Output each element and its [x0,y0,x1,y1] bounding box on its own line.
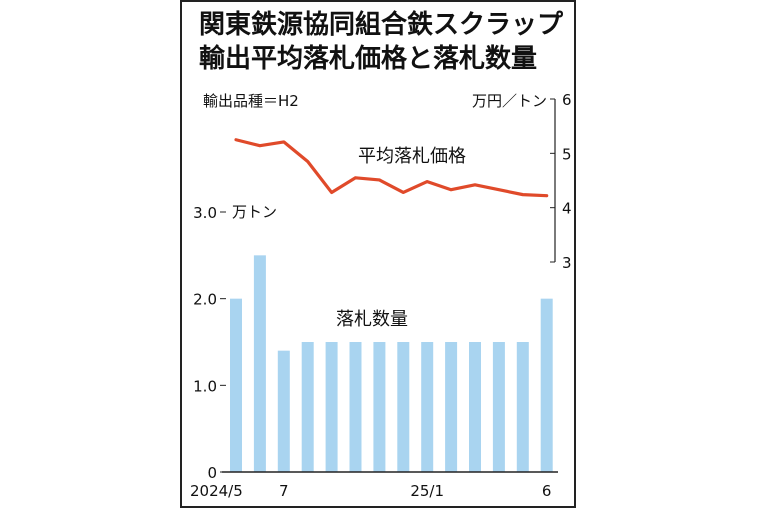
axes [220,98,558,473]
bar-2025/5 [516,342,529,472]
line-series-price [234,138,549,198]
right-tick-label-5: 5 [562,145,572,163]
line-series-label: 平均落札価格 [358,146,466,167]
right-tick-label-4: 4 [562,200,572,218]
bar-2024/11 [373,342,386,472]
bar-2024/8 [301,342,314,472]
x-tick-label-13: 6 [542,482,552,500]
left-tick-label-2.0: 2.0 [193,291,217,309]
bar-2024/12 [397,342,410,472]
bar-2025/6 [540,298,553,472]
bar-series-quantity [230,255,553,472]
bar-2025/2 [445,342,458,472]
bar-2024/7 [277,350,290,472]
left-tick-label-1.0: 1.0 [193,377,217,395]
bar-series-label: 落札数量 [336,309,408,330]
x-tick-label-2: 7 [279,482,289,500]
bar-2024/5 [230,298,242,472]
x-tick-label-8: 25/1 [410,482,444,500]
bar-2024/9 [325,342,338,472]
bar-unit-label: 万トン [232,203,277,221]
chart-title: 関東鉄源協同組合鉄スクラップ 輸出平均落札価格と落札数量 [199,8,579,76]
bar-2025/4 [492,342,505,472]
title-line-2: 輸出平均落札価格と落札数量 [199,44,538,74]
grade-label: 輸出品種＝H2 [203,92,299,110]
x-tick-label-0: 2024/5 [190,482,243,500]
price-line [234,138,549,198]
bar-2024/6 [253,255,266,472]
price-unit-label: 万円／トン [472,92,547,110]
bar-2024/10 [349,342,362,472]
title-line-1: 関東鉄源協同組合鉄スクラップ [199,10,564,40]
left-tick-label-3.0: 3.0 [193,204,217,222]
bar-2025/1 [421,342,434,472]
bar-2025/3 [469,342,481,472]
left-tick-label-0: 0 [207,464,217,482]
right-tick-label-3: 3 [562,254,572,272]
right-tick-label-6: 6 [562,91,572,109]
